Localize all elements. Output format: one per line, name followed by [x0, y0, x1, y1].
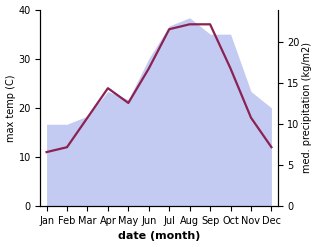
X-axis label: date (month): date (month) — [118, 231, 200, 242]
Y-axis label: max temp (C): max temp (C) — [5, 74, 16, 142]
Y-axis label: med. precipitation (kg/m2): med. precipitation (kg/m2) — [302, 42, 313, 173]
